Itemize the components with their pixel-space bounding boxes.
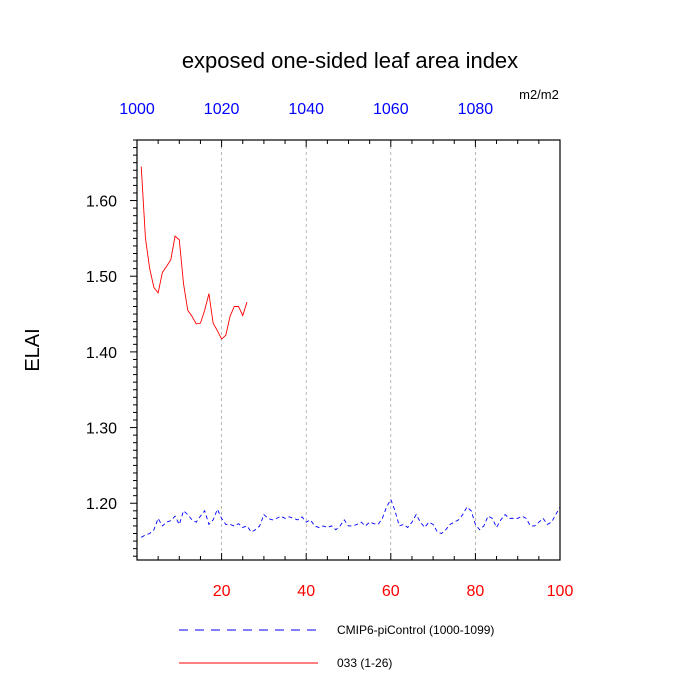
x-tick-label-top: 1040 [288, 101, 324, 118]
x-tick-label-top: 1000 [119, 101, 155, 118]
plot-frame [136, 139, 561, 561]
series-line-1 [141, 498, 561, 538]
x-tick-label-bottom: 100 [547, 583, 574, 600]
x-tick-label-bottom: 40 [297, 583, 315, 600]
x-tick-label-top: 1080 [458, 101, 494, 118]
x-tick-label-bottom: 20 [213, 583, 231, 600]
x-tick-label-bottom: 80 [467, 583, 485, 600]
y-tick-label: 1.20 [86, 496, 117, 513]
x-tick-label-bottom: 60 [382, 583, 400, 600]
y-tick-label: 1.40 [86, 345, 117, 362]
tick-labels: 20 40 60 80 100 1000 1020 1040 1060 1080 1.20 1.30 1… [86, 101, 574, 600]
y-axis-label: ELAI [22, 328, 44, 371]
tick-marks [130, 139, 561, 560]
x-tick-label-top: 1060 [373, 101, 409, 118]
series-group [140, 166, 561, 538]
x-tick-label-top: 1020 [204, 101, 240, 118]
y-tick-label: 1.30 [86, 421, 117, 438]
legend-label-2: 033 (1-26) [337, 656, 392, 670]
units-label: m2/m2 [519, 87, 559, 102]
y-tick-label: 1.60 [86, 194, 117, 211]
y-tick-label: 1.50 [86, 269, 117, 286]
series-line-2 [140, 166, 248, 340]
legend: CMIP6-piControl (1000-1099) 033 (1-26) [179, 623, 494, 670]
legend-label-1: CMIP6-piControl (1000-1099) [337, 623, 494, 637]
gridlines [221, 140, 476, 560]
chart-title: exposed one-sided leaf area index [182, 48, 518, 73]
